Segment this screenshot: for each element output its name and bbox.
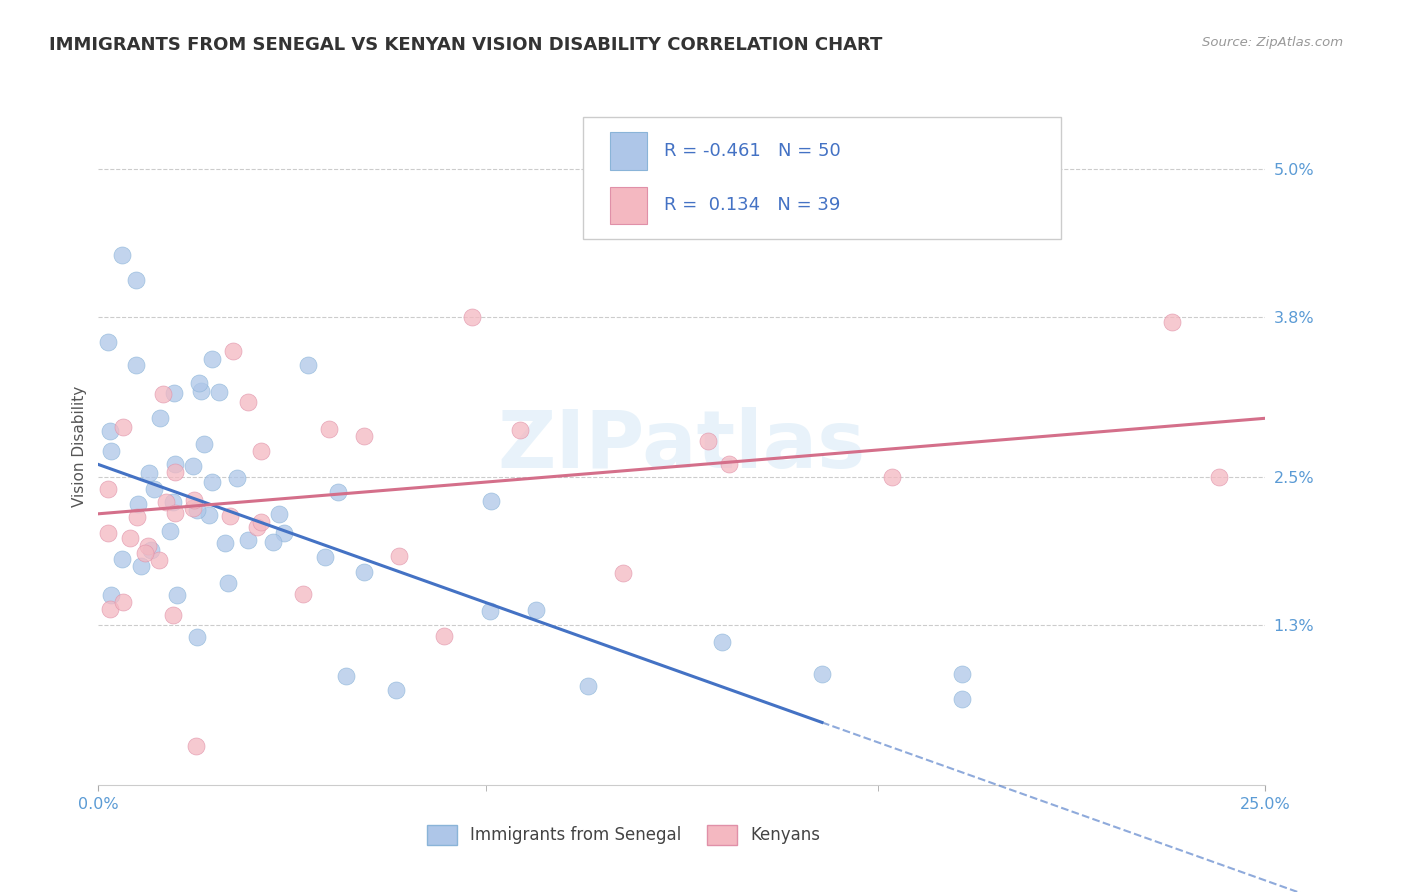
Point: [314, 550, 336, 565]
Text: R = -0.461   N = 50: R = -0.461 N = 50: [665, 142, 841, 160]
Point: [136, 539, 159, 553]
Point: [246, 520, 269, 534]
Point: [576, 679, 599, 693]
Point: [696, 434, 718, 448]
Point: [186, 503, 208, 517]
Point: [1161, 315, 1184, 329]
Point: [249, 444, 271, 458]
Point: [186, 630, 208, 644]
Point: [141, 542, 163, 557]
Point: [197, 508, 219, 523]
Point: [98, 424, 121, 438]
Point: [1208, 470, 1230, 484]
Point: [353, 429, 375, 443]
FancyBboxPatch shape: [582, 117, 1062, 239]
Point: [612, 566, 634, 580]
Point: [353, 565, 375, 579]
Point: [138, 466, 160, 480]
Point: [186, 739, 208, 753]
Point: [112, 595, 135, 609]
Point: [479, 493, 502, 508]
Point: [273, 526, 295, 541]
Point: [201, 352, 224, 367]
Point: [187, 376, 209, 391]
Point: [181, 500, 204, 515]
Point: [159, 524, 181, 538]
Point: [326, 484, 349, 499]
Point: [142, 482, 165, 496]
Point: [163, 385, 186, 400]
Point: [217, 576, 239, 591]
Y-axis label: Vision Disability: Vision Disability: [72, 385, 87, 507]
Point: [509, 423, 531, 437]
Point: [163, 457, 186, 471]
Point: [100, 443, 122, 458]
Point: [218, 508, 240, 523]
Point: [120, 531, 142, 545]
Point: [249, 515, 271, 529]
Point: [214, 536, 236, 550]
Point: [162, 608, 184, 623]
Point: [127, 497, 149, 511]
Point: [148, 553, 170, 567]
Point: [129, 559, 152, 574]
Point: [152, 386, 174, 401]
Point: [335, 669, 357, 683]
Point: [388, 549, 411, 563]
Legend: Immigrants from Senegal, Kenyans: Immigrants from Senegal, Kenyans: [420, 819, 827, 851]
Point: [880, 470, 903, 484]
Point: [710, 635, 733, 649]
Point: [236, 394, 259, 409]
Point: [100, 588, 122, 602]
Text: ZIPatlas: ZIPatlas: [498, 407, 866, 485]
Point: [97, 525, 120, 540]
Point: [201, 475, 224, 489]
Point: [193, 436, 215, 450]
Point: [318, 422, 340, 436]
Point: [165, 465, 187, 479]
Point: [647, 199, 669, 213]
Point: [226, 471, 249, 485]
Point: [181, 458, 204, 473]
Point: [950, 667, 973, 681]
Point: [149, 410, 172, 425]
Point: [111, 248, 134, 262]
Point: [384, 683, 406, 698]
Point: [155, 495, 177, 509]
FancyBboxPatch shape: [610, 132, 647, 169]
Point: [97, 334, 120, 349]
Point: [111, 420, 134, 434]
Point: [479, 604, 502, 618]
Point: [162, 495, 184, 509]
Point: [222, 344, 245, 359]
Point: [262, 535, 284, 549]
Point: [267, 507, 290, 521]
Text: Source: ZipAtlas.com: Source: ZipAtlas.com: [1202, 36, 1343, 49]
Point: [125, 509, 148, 524]
Point: [433, 628, 456, 642]
Point: [166, 589, 188, 603]
Point: [297, 358, 319, 372]
Point: [125, 358, 148, 372]
Point: [717, 458, 740, 472]
Point: [183, 492, 205, 507]
Point: [208, 385, 231, 400]
Point: [524, 603, 547, 617]
Point: [163, 506, 186, 520]
Point: [190, 384, 212, 398]
Point: [904, 199, 927, 213]
Point: [125, 272, 148, 286]
Point: [98, 602, 121, 616]
Point: [292, 587, 315, 601]
Text: IMMIGRANTS FROM SENEGAL VS KENYAN VISION DISABILITY CORRELATION CHART: IMMIGRANTS FROM SENEGAL VS KENYAN VISION…: [49, 36, 883, 54]
FancyBboxPatch shape: [610, 186, 647, 224]
Point: [461, 310, 484, 324]
Point: [950, 691, 973, 706]
Text: R =  0.134   N = 39: R = 0.134 N = 39: [665, 196, 841, 214]
Point: [811, 667, 834, 681]
Point: [97, 483, 120, 497]
Point: [111, 552, 134, 566]
Point: [134, 546, 156, 560]
Point: [238, 533, 260, 548]
